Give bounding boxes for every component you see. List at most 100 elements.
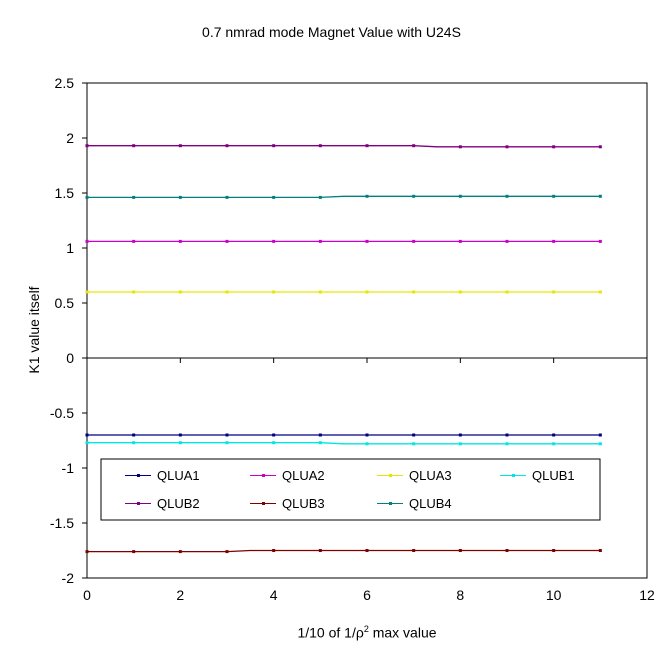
- data-point-qlub3: [412, 549, 416, 552]
- x-tick-label: 12: [639, 587, 655, 603]
- data-point-qlua1: [272, 433, 276, 437]
- legend-swatch: [250, 499, 276, 509]
- y-tick-label: 1.5: [55, 185, 75, 201]
- legend-item-qlua2: QLUA2: [250, 468, 325, 483]
- legend-item-qlua3: QLUA3: [377, 468, 452, 483]
- data-point-qlua3: [458, 290, 462, 294]
- legend-item-qlua1: QLUA1: [125, 468, 200, 483]
- x-tick-label: 2: [176, 587, 184, 603]
- data-point-qlua2: [505, 239, 509, 243]
- data-point-qlub2: [552, 145, 556, 149]
- y-tick-label: 1: [66, 240, 74, 256]
- data-point-qlub3: [458, 549, 462, 552]
- legend-swatch-marker: [389, 501, 392, 505]
- data-point-qlub4: [458, 194, 462, 198]
- data-point-qlub1: [505, 442, 509, 446]
- y-tick-label: -2: [62, 570, 75, 586]
- legend-swatch-marker: [137, 501, 140, 505]
- data-point-qlua1: [505, 433, 509, 437]
- data-point-qlua1: [458, 433, 462, 437]
- legend-swatch: [125, 471, 151, 481]
- y-tick-label: -0.5: [50, 405, 74, 421]
- data-point-qlub4: [412, 194, 416, 198]
- data-point-qlua3: [225, 290, 229, 294]
- x-axis-label-text: 1/10 of 1/ρ: [297, 624, 364, 641]
- series-line-qlub1: [87, 442, 601, 445]
- legend-label: QLUB4: [409, 496, 452, 511]
- data-point-qlub4: [132, 195, 136, 199]
- data-point-qlua1: [225, 433, 229, 437]
- data-point-qlua2: [412, 239, 416, 243]
- series-line-qlub3: [87, 549, 601, 553]
- data-point-qlub4: [505, 194, 509, 198]
- legend-swatch-marker: [512, 473, 515, 477]
- data-point-qlub3: [598, 549, 602, 552]
- y-tick-label: 2.5: [55, 75, 75, 91]
- y-tick-label: 0.5: [55, 295, 75, 311]
- legend-swatch-marker: [389, 473, 392, 477]
- data-point-qlub1: [365, 442, 369, 446]
- data-point-qlub4: [318, 195, 322, 199]
- data-point-qlub2: [272, 144, 276, 148]
- data-point-qlua3: [505, 290, 509, 294]
- data-point-qlua1: [365, 433, 369, 437]
- data-point-qlub4: [225, 195, 229, 199]
- y-tick-label: -1: [62, 460, 75, 476]
- data-point-qlub2: [318, 144, 322, 148]
- data-point-qlua2: [365, 239, 369, 243]
- data-point-qlub4: [552, 194, 556, 198]
- data-point-qlua2: [178, 239, 182, 243]
- data-point-qlub4: [272, 195, 276, 199]
- data-point-qlua1: [318, 433, 322, 437]
- data-point-qlua3: [412, 290, 416, 294]
- data-point-qlua2: [552, 239, 556, 243]
- legend-swatch: [250, 471, 276, 481]
- x-axis-label-exponent: 2: [363, 624, 369, 634]
- data-point-qlub2: [598, 145, 602, 149]
- y-tick-label: 0: [66, 350, 74, 366]
- legend-item-qlub1: QLUB1: [500, 468, 575, 483]
- data-point-qlua1: [552, 433, 556, 437]
- x-tick-label: 10: [546, 587, 562, 603]
- data-point-qlub2: [458, 145, 462, 149]
- data-point-qlub2: [505, 145, 509, 149]
- legend-item-qlub2: QLUB2: [125, 496, 200, 511]
- data-point-qlua1: [178, 433, 182, 437]
- x-axis-label: 1/10 of 1/ρ2 max value: [87, 624, 647, 641]
- x-tick-label: 6: [363, 587, 371, 603]
- data-point-qlub3: [365, 549, 369, 552]
- chart-title: 0.7 nmrad mode Magnet Value with U24S: [202, 24, 461, 40]
- data-point-qlua3: [598, 290, 602, 294]
- data-point-qlub4: [365, 194, 369, 198]
- data-point-qlub2: [85, 144, 89, 148]
- data-point-qlua2: [85, 239, 89, 243]
- legend-swatch: [125, 499, 151, 509]
- data-point-qlub1: [132, 441, 136, 445]
- x-tick-label: 0: [83, 587, 91, 603]
- legend-item-qlub3: QLUB3: [250, 496, 325, 511]
- legend-label: QLUA2: [282, 468, 325, 483]
- legend-label: QLUA1: [157, 468, 200, 483]
- data-point-qlub1: [458, 442, 462, 446]
- x-tick-label: 8: [456, 587, 464, 603]
- data-point-qlub3: [552, 549, 556, 552]
- data-point-qlub3: [318, 549, 322, 552]
- legend-label: QLUB2: [157, 496, 200, 511]
- data-point-qlua1: [85, 433, 89, 437]
- data-point-qlub3: [272, 549, 276, 552]
- data-point-qlub4: [85, 195, 89, 199]
- data-point-qlub1: [598, 442, 602, 446]
- data-point-qlub1: [225, 441, 229, 445]
- data-point-qlub3: [505, 549, 509, 552]
- data-point-qlua3: [318, 290, 322, 294]
- data-point-qlub4: [598, 194, 602, 198]
- data-point-qlub3: [132, 550, 136, 554]
- data-point-qlua3: [85, 290, 89, 294]
- data-point-qlub1: [318, 441, 322, 445]
- data-point-qlua1: [598, 433, 602, 437]
- data-point-qlua2: [318, 239, 322, 243]
- data-point-qlua1: [132, 433, 136, 437]
- data-point-qlub3: [85, 550, 89, 554]
- data-point-qlub1: [178, 441, 182, 445]
- data-point-qlua2: [272, 239, 276, 243]
